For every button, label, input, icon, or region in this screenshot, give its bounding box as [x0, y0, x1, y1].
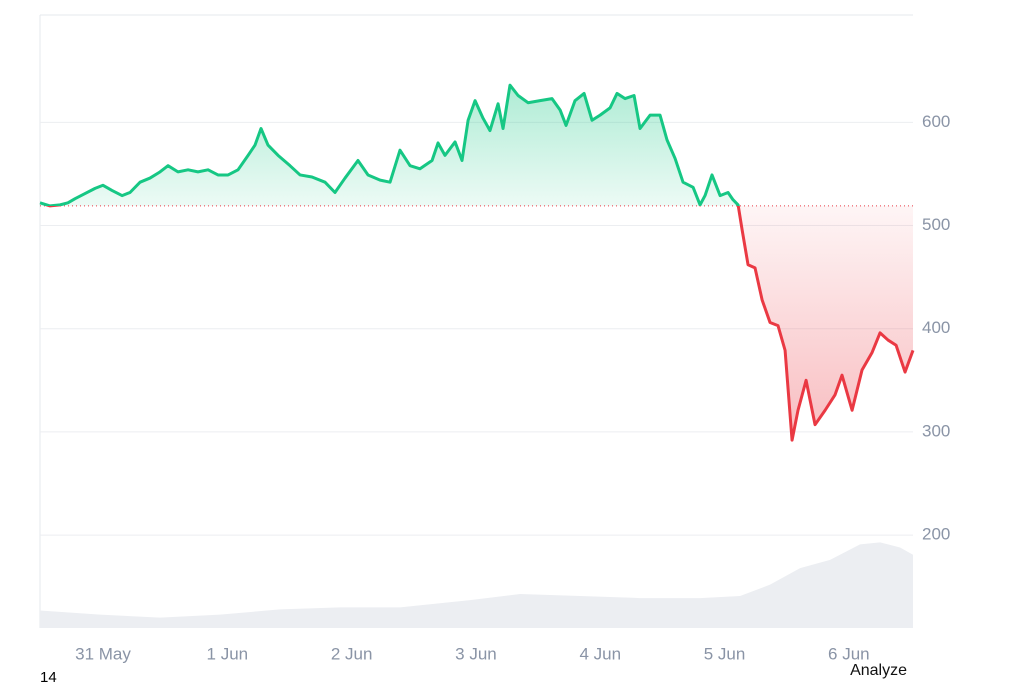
- analyze-button[interactable]: Analyze: [850, 662, 907, 679]
- x-tick-label: 6 Jun: [828, 644, 870, 663]
- x-tick-label: 4 Jun: [579, 644, 621, 663]
- price-area: [40, 85, 913, 441]
- y-tick-label: 500: [922, 215, 950, 234]
- volume-area: [40, 542, 913, 628]
- footer-left: 14: [40, 669, 57, 683]
- y-tick-label: 300: [922, 421, 950, 440]
- y-tick-label: 600: [922, 112, 950, 131]
- x-tick-label: 31 May: [75, 644, 131, 663]
- price-line: [39, 83, 915, 442]
- x-tick-label: 5 Jun: [704, 644, 746, 663]
- y-tick-label: 400: [922, 318, 950, 337]
- x-tick-label: 2 Jun: [331, 644, 373, 663]
- y-tick-label: 200: [922, 525, 950, 544]
- x-tick-label: 3 Jun: [455, 644, 497, 663]
- x-tick-label: 1 Jun: [207, 644, 249, 663]
